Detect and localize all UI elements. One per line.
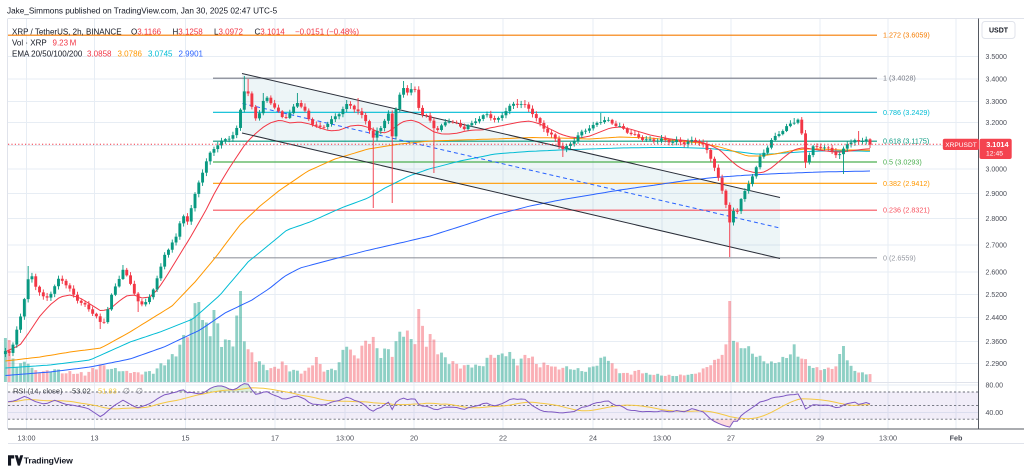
svg-text:29: 29 (816, 434, 824, 443)
svg-text:3.3000: 3.3000 (986, 99, 1008, 106)
svg-text:XRPUSDT: XRPUSDT (945, 142, 977, 149)
svg-text:USDT: USDT (989, 28, 1009, 35)
svg-text:3.2000: 3.2000 (986, 120, 1008, 127)
svg-text:0.5 (3.0293): 0.5 (3.0293) (883, 158, 922, 167)
svg-text:17: 17 (271, 434, 279, 443)
svg-text:1 (3.4028): 1 (3.4028) (883, 74, 916, 83)
svg-text:0.382 (2.9412): 0.382 (2.9412) (883, 179, 930, 188)
svg-text:TradingView: TradingView (24, 456, 73, 466)
svg-text:2.4400: 2.4400 (986, 315, 1008, 322)
svg-text:0.618 (3.1175): 0.618 (3.1175) (883, 137, 929, 146)
svg-text:13:00: 13:00 (18, 434, 36, 443)
svg-text:2.8000: 2.8000 (986, 216, 1008, 223)
svg-text:12:45: 12:45 (986, 151, 1003, 158)
svg-text:1.272 (3.6059): 1.272 (3.6059) (883, 31, 930, 40)
svg-text:3.4000: 3.4000 (986, 77, 1008, 84)
svg-text:2.5200: 2.5200 (986, 292, 1008, 299)
svg-text:0.786 (3.2429): 0.786 (3.2429) (883, 108, 930, 117)
svg-text:Jake_Simmons published on Trad: Jake_Simmons published on TradingView.co… (7, 7, 278, 16)
svg-text:27: 27 (727, 434, 735, 443)
svg-text:13: 13 (91, 434, 99, 443)
svg-text:2.2900: 2.2900 (986, 361, 1008, 368)
svg-text:13:00: 13:00 (653, 434, 671, 443)
svg-text:13:00: 13:00 (336, 434, 354, 443)
svg-text:2.7000: 2.7000 (986, 242, 1008, 249)
svg-text:2.9000: 2.9000 (986, 191, 1008, 198)
svg-text:22: 22 (499, 434, 507, 443)
svg-text:3.5000: 3.5000 (986, 54, 1008, 61)
svg-text:15: 15 (182, 434, 190, 443)
svg-text:3.0000: 3.0000 (986, 166, 1008, 173)
svg-text:13:00: 13:00 (879, 434, 897, 443)
svg-text:3.1014: 3.1014 (986, 140, 1009, 149)
svg-text:40.00: 40.00 (986, 410, 1004, 417)
svg-text:Feb: Feb (950, 434, 963, 443)
svg-text:2.3600: 2.3600 (986, 339, 1008, 346)
svg-text:0 (2.6559): 0 (2.6559) (883, 253, 916, 262)
svg-text:20: 20 (410, 434, 418, 443)
svg-text:0.236 (2.8321): 0.236 (2.8321) (883, 206, 930, 215)
svg-text:2.6000: 2.6000 (986, 270, 1008, 277)
svg-text:80.00: 80.00 (986, 383, 1004, 390)
svg-text:24: 24 (589, 434, 597, 443)
